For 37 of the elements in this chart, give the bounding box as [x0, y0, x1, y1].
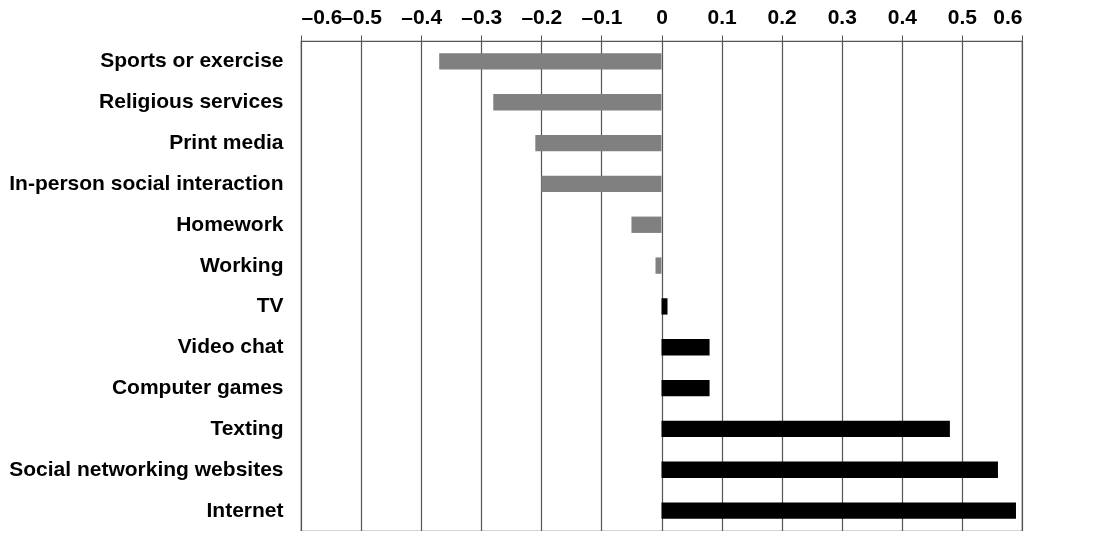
x-tick-label: 0.1 — [707, 4, 737, 28]
bar — [439, 53, 662, 70]
x-tick-label: 0 — [656, 4, 668, 28]
x-tick-label: –0.1 — [581, 4, 623, 28]
bar — [661, 420, 950, 438]
y-tick-label: In-person social interaction — [9, 170, 284, 194]
bar — [541, 175, 662, 193]
y-tick-label: Working — [199, 252, 284, 276]
bar — [655, 257, 662, 274]
y-tick-label: Social networking websites — [9, 456, 284, 480]
bar — [535, 134, 662, 152]
y-tick-label: Texting — [210, 415, 284, 439]
x-tick-label: 0.4 — [887, 4, 918, 28]
x-tick-label: –0.2 — [521, 4, 563, 28]
bar — [631, 216, 662, 233]
y-tick-label: Sports or exercise — [100, 48, 284, 72]
x-tick-label: 0.2 — [767, 4, 797, 28]
bar — [493, 94, 662, 111]
bar — [661, 461, 998, 478]
x-tick-label: 0.3 — [827, 4, 857, 28]
x-tick-label: –0.3 — [461, 4, 503, 28]
y-tick-label: Print media — [169, 130, 284, 154]
bar — [661, 502, 1016, 519]
y-tick-label: Video chat — [177, 334, 284, 358]
x-tick-label: –0.6 — [301, 4, 343, 28]
x-tick-label: 0.5 — [947, 4, 978, 28]
y-tick-label: Internet — [206, 497, 284, 521]
y-tick-label: Homework — [176, 211, 284, 235]
y-tick-label: Religious services — [99, 89, 284, 113]
x-tick-label: –0.4 — [401, 4, 443, 28]
x-tick-label: 0.6 — [993, 4, 1023, 28]
y-tick-label: TV — [256, 293, 284, 317]
bar — [661, 339, 710, 356]
bar — [661, 298, 668, 315]
x-tick-label: –0.5 — [341, 4, 383, 28]
bar — [661, 379, 710, 397]
y-tick-label: Computer games — [111, 375, 284, 399]
